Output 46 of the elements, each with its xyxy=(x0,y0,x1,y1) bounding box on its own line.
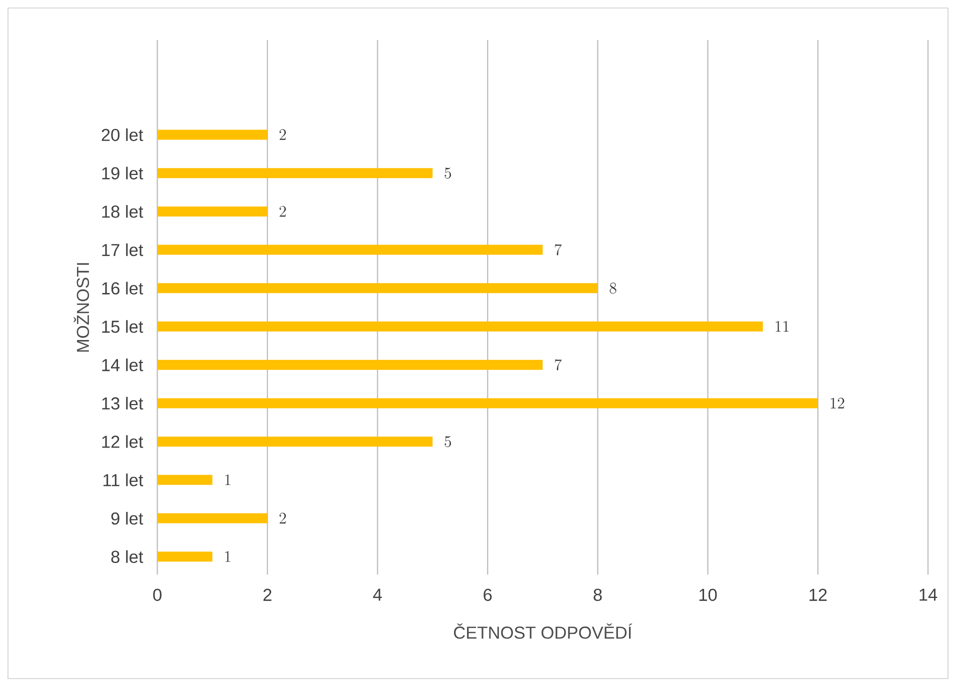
y-tick-label: 13 let xyxy=(102,396,144,410)
y-tick-label: 19 let xyxy=(102,166,144,180)
x-tick-label: 14 xyxy=(920,588,938,601)
bar xyxy=(157,552,212,562)
bar xyxy=(157,398,818,408)
data-label: 7 xyxy=(554,244,562,256)
y-tick-label: 15 let xyxy=(102,320,144,333)
bar xyxy=(157,322,763,332)
data-label: 5 xyxy=(444,168,451,179)
data-label: 12 xyxy=(830,398,844,408)
x-tick-label: 0 xyxy=(153,588,162,601)
y-tick-label: 12 let xyxy=(102,435,144,448)
bar xyxy=(157,130,268,140)
x-tick-label: 2 xyxy=(263,588,272,601)
x-tick-label: 8 xyxy=(594,588,602,601)
y-axis-title: MOŽNOSTI xyxy=(74,263,90,352)
y-tick-label: 14 let xyxy=(102,358,144,372)
data-label: 5 xyxy=(444,436,451,448)
data-label: 1 xyxy=(225,551,230,562)
x-tick-label: 6 xyxy=(484,588,492,601)
x-tick-label: 12 xyxy=(810,588,827,601)
bar xyxy=(157,206,268,216)
data-label: 2 xyxy=(280,512,286,524)
data-label: 7 xyxy=(554,359,562,370)
y-tick-label: 17 let xyxy=(102,243,144,256)
data-label: 2 xyxy=(280,206,286,217)
bar xyxy=(157,244,543,255)
data-label: 11 xyxy=(776,321,789,332)
bar xyxy=(157,168,433,178)
bar xyxy=(157,360,543,370)
y-tick-label: 9 let xyxy=(111,512,144,525)
x-axis-title: ČETNOST ODPOVĚDÍ xyxy=(454,623,632,639)
y-tick-label: 20 let xyxy=(102,128,144,142)
bar xyxy=(157,474,212,485)
bar xyxy=(157,513,268,524)
bar xyxy=(157,283,598,294)
x-tick-label: 10 xyxy=(699,588,717,601)
data-label: 8 xyxy=(610,282,616,294)
y-tick-label: 18 let xyxy=(102,205,144,218)
data-label: 1 xyxy=(225,474,230,486)
x-tick-label: 4 xyxy=(373,588,382,601)
y-tick-label: 16 let xyxy=(102,282,144,295)
y-tick-label: 8 let xyxy=(111,550,144,564)
y-tick-label: 11 let xyxy=(104,474,144,486)
data-label: 2 xyxy=(280,129,286,140)
bar xyxy=(157,436,433,447)
